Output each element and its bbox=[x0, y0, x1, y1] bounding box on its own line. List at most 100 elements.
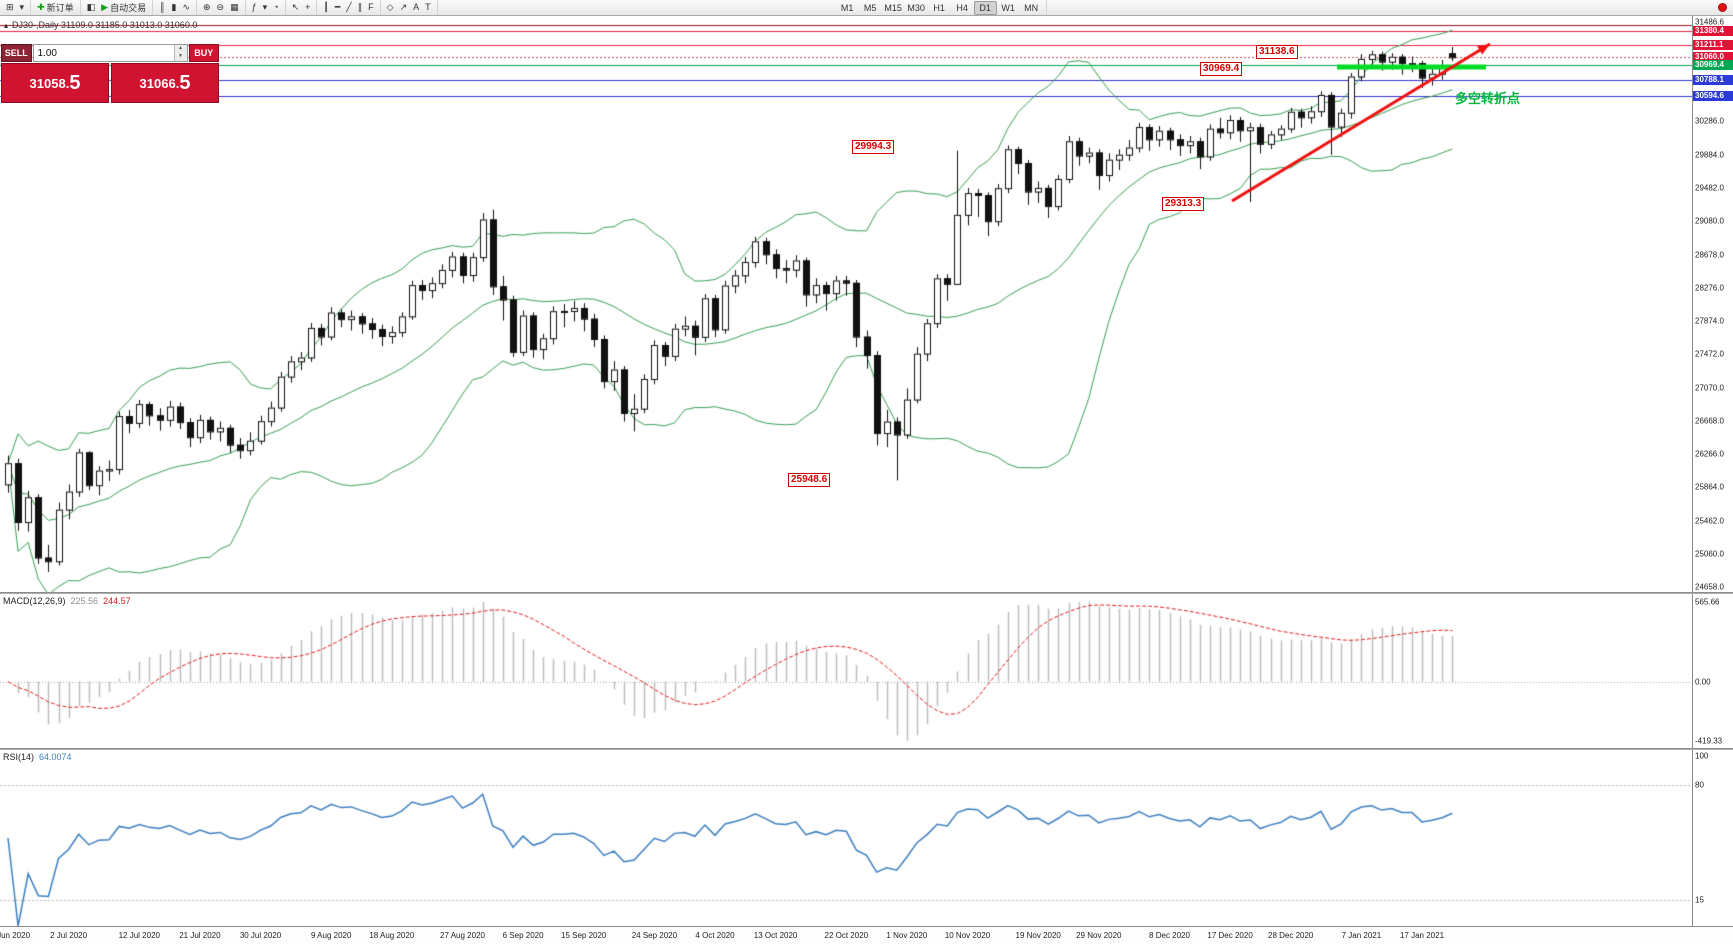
sell-price: 31058. bbox=[29, 75, 70, 91]
vertical-line-button[interactable]: ┃ bbox=[320, 1, 331, 15]
algo-trading-button[interactable]: ▶ 自动交易 bbox=[98, 1, 149, 15]
macd-axis[interactable]: 565.66 0.00 -419.33 bbox=[1692, 594, 1733, 748]
arrows-button-icon: ↗ bbox=[399, 2, 408, 12]
insert-group: ƒ ▾ ◔ bbox=[246, 0, 286, 15]
line-chart-button-icon: ∿ bbox=[182, 2, 190, 12]
rsi-canvas[interactable] bbox=[0, 750, 1692, 926]
candles-chart-button[interactable]: ▮ bbox=[168, 1, 179, 15]
cursor-group: ↖ + bbox=[286, 0, 318, 15]
buy-price-big-digit: 5 bbox=[179, 72, 191, 94]
fibonacci-button[interactable]: F bbox=[365, 1, 377, 15]
price-flag: 31380.4 bbox=[1693, 25, 1733, 36]
channel-button-icon: ∥ bbox=[357, 2, 363, 12]
timeframe-h1-button[interactable]: H1 bbox=[933, 2, 945, 13]
new-chart-button[interactable]: ⊞ bbox=[3, 1, 17, 15]
zoom-group: ⊕ ⊖ ▦ bbox=[197, 0, 246, 15]
vertical-line-button-icon: ┃ bbox=[323, 2, 329, 12]
rsi-value: 64.0074 bbox=[39, 752, 72, 762]
alert-icon[interactable] bbox=[1718, 3, 1727, 12]
volume-input[interactable] bbox=[33, 45, 174, 61]
date-label: 2 Jul 2020 bbox=[50, 931, 88, 940]
text-button-icon: A bbox=[413, 2, 420, 12]
shapes-button-icon: ◇ bbox=[386, 2, 394, 12]
price-flag: 30788.1 bbox=[1693, 74, 1733, 85]
date-label: 17 Dec 2020 bbox=[1207, 931, 1253, 940]
algo-trading-button-label: 自动交易 bbox=[110, 3, 147, 13]
tile-windows-button[interactable]: ▦ bbox=[227, 1, 242, 15]
price-tick: 27472.0 bbox=[1695, 349, 1724, 359]
cursor-button-icon: ↖ bbox=[291, 2, 300, 12]
price-tick: 28678.0 bbox=[1695, 250, 1724, 259]
indicators-dropdown[interactable]: ▾ bbox=[260, 1, 271, 15]
arrows-button[interactable]: ↗ bbox=[397, 1, 411, 15]
chart-title-text: DJ30-,Daily 31109.0 31185.0 31013.0 3106… bbox=[12, 20, 198, 30]
metaeditor-button[interactable]: ◧ bbox=[84, 1, 99, 15]
timeframe-h4-button[interactable]: H4 bbox=[956, 2, 968, 13]
tile-windows-button-icon: ▦ bbox=[230, 2, 239, 12]
turning-point-label: 多空转折点 bbox=[1455, 91, 1521, 106]
timeframe-m1-button[interactable]: M1 bbox=[840, 2, 854, 13]
main-chart-canvas[interactable] bbox=[0, 16, 1692, 592]
rsi-axis[interactable]: 100 80 15 bbox=[1692, 750, 1733, 926]
timeframe-w1-button[interactable]: W1 bbox=[1001, 2, 1015, 13]
new-order-button[interactable]: ✚ 新订单 bbox=[34, 1, 77, 15]
indicators-button[interactable]: ƒ bbox=[249, 1, 260, 15]
macd-panel: MACD(12,26,9) 225.56 244.57 bbox=[0, 594, 1692, 748]
date-label: 19 Nov 2020 bbox=[1015, 931, 1061, 940]
zoom-in-button[interactable]: ⊕ bbox=[200, 1, 214, 15]
buy-price-panel[interactable]: 31066. 5 bbox=[111, 63, 219, 103]
lines-group: ┃ ━ ╱ ∥ F bbox=[317, 0, 381, 15]
candles-chart-button-icon: ▮ bbox=[171, 2, 177, 12]
horizontal-line-button[interactable]: ━ bbox=[332, 1, 343, 15]
date-label: 28 Dec 2020 bbox=[1268, 931, 1314, 940]
timeframe-m30-button[interactable]: M30 bbox=[907, 2, 925, 13]
macd-canvas[interactable] bbox=[0, 594, 1692, 748]
time-button-icon: ◔ bbox=[273, 2, 279, 12]
date-label: 1 Nov 2020 bbox=[886, 931, 928, 940]
one-click-collapse-arrow[interactable]: ▴ bbox=[4, 20, 9, 30]
buy-button[interactable]: BUY bbox=[188, 44, 219, 62]
cursor-button[interactable]: ↖ bbox=[289, 1, 303, 15]
date-label: 10 Nov 2020 bbox=[944, 931, 991, 940]
price-tick: 31486.6 bbox=[1695, 17, 1724, 27]
price-axis[interactable]: 31486.6 30286.0 29884.0 29482.0 29080.0 28678… bbox=[1692, 16, 1733, 592]
volume-down-button[interactable]: ▼ bbox=[178, 53, 183, 59]
sell-price-panel[interactable]: 31058. 5 bbox=[1, 63, 109, 103]
time-button[interactable]: ◔ bbox=[270, 1, 281, 15]
panel-splitter[interactable] bbox=[0, 592, 1733, 594]
date-label: 8 Dec 2020 bbox=[1149, 931, 1190, 940]
date-label: 12 Jul 2020 bbox=[118, 931, 160, 940]
price-tick: 29884.0 bbox=[1695, 150, 1724, 160]
date-axis[interactable]: 23 Jun 2020 2 Jul 2020 12 Jul 2020 21 Jul 2… bbox=[0, 926, 1733, 944]
shapes-button[interactable]: ◇ bbox=[384, 1, 397, 15]
macd-axis-label: -419.33 bbox=[1695, 736, 1723, 746]
trendline-button[interactable]: ╱ bbox=[343, 1, 354, 15]
timeframe-d1-button[interactable]: D1 bbox=[973, 0, 997, 15]
zoom-out-button-icon: ⊖ bbox=[216, 2, 225, 12]
date-label: 6 Sep 2020 bbox=[502, 931, 544, 940]
chart-profiles-dropdown-icon: ▾ bbox=[19, 2, 25, 12]
price-tick: 28276.0 bbox=[1695, 283, 1724, 293]
line-chart-button[interactable]: ∿ bbox=[179, 1, 193, 15]
fibonacci-button-icon: F bbox=[368, 2, 374, 12]
panel-splitter[interactable] bbox=[0, 748, 1733, 750]
zoom-out-button[interactable]: ⊖ bbox=[214, 1, 228, 15]
volume-spinner: ▲ ▼ bbox=[173, 45, 187, 61]
chart-profiles-dropdown[interactable]: ▾ bbox=[17, 1, 28, 15]
macd-axis-label: 0.00 bbox=[1695, 677, 1711, 687]
text-button[interactable]: A bbox=[410, 1, 422, 15]
label-button[interactable]: T bbox=[422, 1, 434, 15]
rsi-axis-label: 100 bbox=[1695, 751, 1709, 761]
crosshair-button[interactable]: + bbox=[302, 1, 313, 15]
bars-chart-button[interactable]: ║ bbox=[156, 1, 168, 15]
sell-button[interactable]: SELL bbox=[1, 44, 32, 62]
timeframe-m15-button[interactable]: M15 bbox=[884, 2, 902, 13]
channel-button[interactable]: ∥ bbox=[355, 1, 366, 15]
price-tick: 29080.0 bbox=[1695, 216, 1724, 226]
price-tick: 25462.0 bbox=[1695, 516, 1724, 526]
volume-up-button[interactable]: ▲ bbox=[178, 45, 183, 51]
date-label: 21 Jul 2020 bbox=[179, 931, 221, 940]
timeframe-mn-button[interactable]: MN bbox=[1024, 2, 1039, 13]
rsi-axis-label: 15 bbox=[1695, 895, 1704, 905]
timeframe-m5-button[interactable]: M5 bbox=[863, 2, 877, 13]
